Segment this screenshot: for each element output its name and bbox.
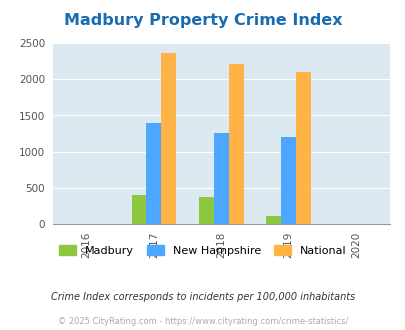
Bar [213,133,228,224]
Bar [228,64,243,224]
Bar [266,216,281,224]
Text: Crime Index corresponds to incidents per 100,000 inhabitants: Crime Index corresponds to incidents per… [51,292,354,302]
Legend: Madbury, New Hampshire, National: Madbury, New Hampshire, National [55,241,350,260]
Bar [161,53,176,224]
Bar [281,137,295,224]
Text: Madbury Property Crime Index: Madbury Property Crime Index [64,13,341,28]
Text: © 2025 CityRating.com - https://www.cityrating.com/crime-statistics/: © 2025 CityRating.com - https://www.city… [58,317,347,326]
Bar [131,195,146,224]
Bar [295,72,310,224]
Bar [146,123,161,224]
Bar [198,197,213,224]
